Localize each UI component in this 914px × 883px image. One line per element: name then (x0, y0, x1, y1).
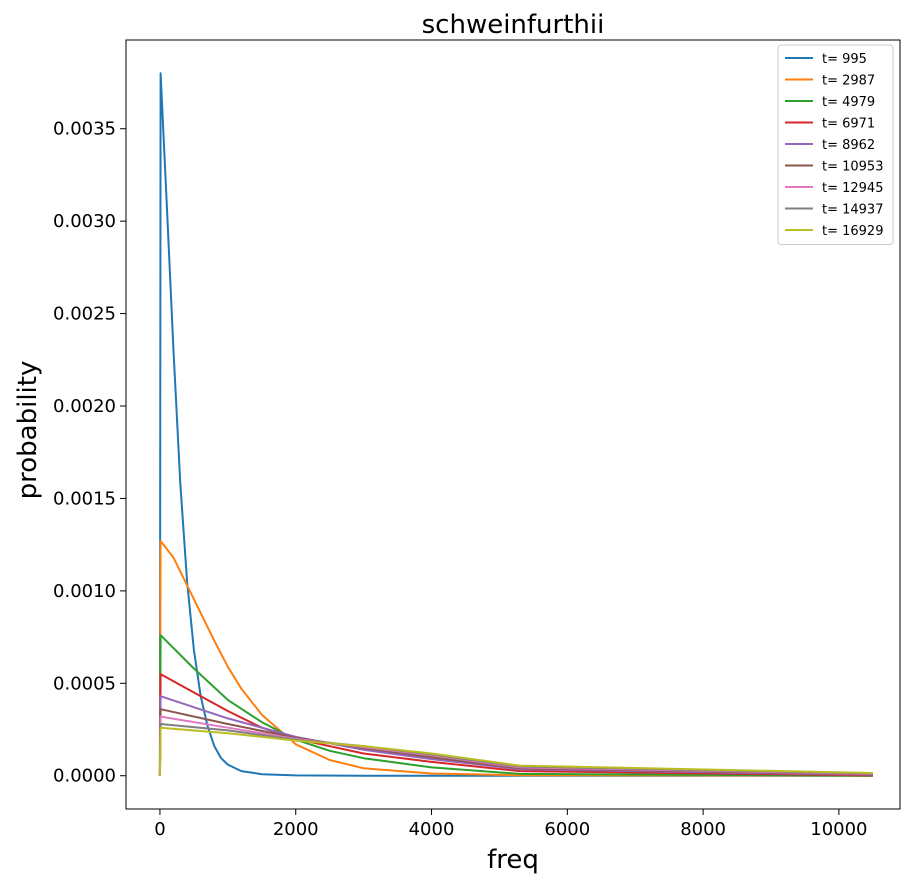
legend-label: t= 4979 (822, 95, 875, 110)
y-axis-title: probability (13, 361, 43, 500)
x-axis: 0 2000 4000 6000 8000 10000 (154, 809, 868, 840)
legend-label: t= 14937 (822, 203, 883, 218)
y-tick-label: 0.0025 (53, 304, 116, 325)
y-tick-label: 0.0000 (53, 766, 116, 787)
plot-area (125, 39, 901, 810)
y-tick-label: 0.0035 (53, 119, 116, 140)
legend-label: t= 12945 (822, 181, 883, 196)
legend: t= 995 t= 2987 t= 4979 t= 6971 t= 8962 t= 109… (777, 44, 894, 245)
legend-label: t= 16929 (822, 224, 883, 239)
legend-label: t= 6971 (822, 117, 875, 132)
series-line-1 (158, 540, 873, 777)
x-tick-label: 8000 (680, 819, 726, 840)
y-tick-label: 0.0010 (53, 581, 116, 602)
x-tick-label: 6000 (544, 819, 590, 840)
x-tick-label: 0 (154, 819, 165, 840)
legend-box (777, 44, 894, 245)
y-tick-label: 0.0020 (53, 396, 116, 417)
legend-label: t= 8962 (822, 138, 875, 153)
x-tick-label: 2000 (273, 819, 319, 840)
series-layer (158, 72, 873, 777)
x-axis-title: freq (487, 845, 539, 875)
x-tick-label: 4000 (409, 819, 455, 840)
chart-title: schweinfurthii (422, 10, 605, 40)
series-line-0 (158, 72, 873, 777)
y-axis: 0.0000 0.0005 0.0010 0.0015 0.0020 0.0025 0.00… (53, 119, 126, 787)
x-tick-label: 10000 (810, 819, 867, 840)
y-tick-label: 0.0030 (53, 211, 116, 232)
series-line-8 (158, 726, 873, 776)
legend-label: t= 2987 (822, 74, 875, 89)
y-tick-label: 0.0005 (53, 673, 116, 694)
legend-label: t= 10953 (822, 160, 883, 175)
y-tick-label: 0.0015 (53, 488, 116, 509)
legend-label: t= 995 (822, 52, 867, 67)
